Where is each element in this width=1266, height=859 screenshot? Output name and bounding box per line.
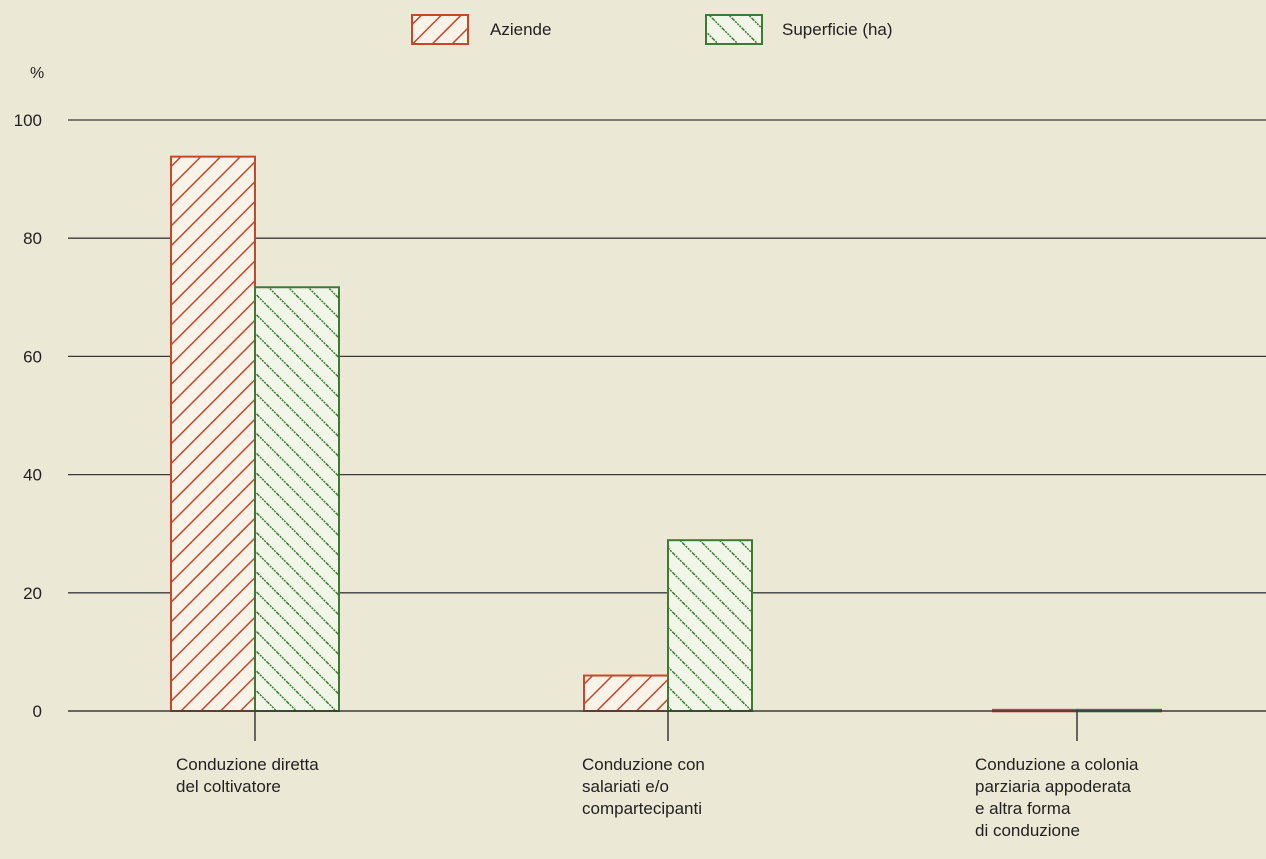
- y-tick-label: 20: [23, 584, 42, 603]
- legend-label: Aziende: [490, 20, 551, 39]
- bar-superficie-1: [254, 286, 340, 712]
- y-tick-label: 60: [23, 347, 42, 366]
- y-tick-label: 40: [23, 466, 42, 485]
- bar-superficie-2: [667, 539, 753, 712]
- y-tick-label: 0: [33, 702, 42, 721]
- x-category-label: Conduzione diretta del coltivatore: [176, 755, 319, 796]
- legend-swatch: [705, 14, 763, 45]
- y-axis-ticks: 0 20 40 60 80 100: [14, 111, 42, 721]
- x-category-label: Conduzione con salariati e/o compartecipan…: [582, 755, 705, 818]
- y-tick-label: 80: [23, 229, 42, 248]
- y-axis-label: %: [30, 65, 44, 82]
- bar-aziende-1: [170, 155, 256, 712]
- x-axis: Conduzione diretta del coltivatore Conduzi…: [68, 710, 1266, 840]
- legend-label: Superficie (ha): [782, 20, 893, 39]
- x-category-label: Conduzione a colonia parziaria appoderata…: [975, 755, 1139, 840]
- bars: [170, 155, 1162, 713]
- legend-swatch: [411, 14, 469, 45]
- bar-aziende-2: [583, 674, 669, 712]
- y-tick-label: 100: [14, 111, 42, 130]
- legend: Aziende Superficie (ha): [411, 14, 893, 45]
